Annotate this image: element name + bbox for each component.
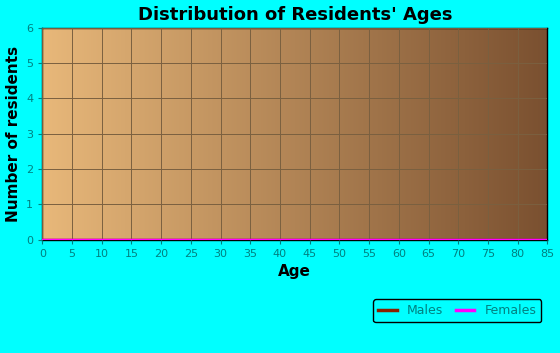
Y-axis label: Number of residents: Number of residents bbox=[6, 46, 21, 222]
Males bbox=[467, 238, 474, 242]
Males bbox=[51, 238, 58, 242]
Males bbox=[544, 238, 550, 242]
Males bbox=[39, 238, 45, 242]
Females bbox=[51, 238, 58, 242]
Males bbox=[425, 238, 432, 242]
Females bbox=[544, 238, 550, 242]
Males bbox=[92, 238, 99, 242]
Females bbox=[425, 238, 432, 242]
Females bbox=[92, 238, 99, 242]
Females bbox=[39, 238, 45, 242]
Males bbox=[63, 238, 69, 242]
Females bbox=[467, 238, 474, 242]
Males bbox=[283, 238, 290, 242]
Females bbox=[283, 238, 290, 242]
Title: Distribution of Residents' Ages: Distribution of Residents' Ages bbox=[138, 6, 452, 24]
Females bbox=[63, 238, 69, 242]
X-axis label: Age: Age bbox=[278, 264, 311, 279]
Legend: Males, Females: Males, Females bbox=[373, 299, 541, 322]
